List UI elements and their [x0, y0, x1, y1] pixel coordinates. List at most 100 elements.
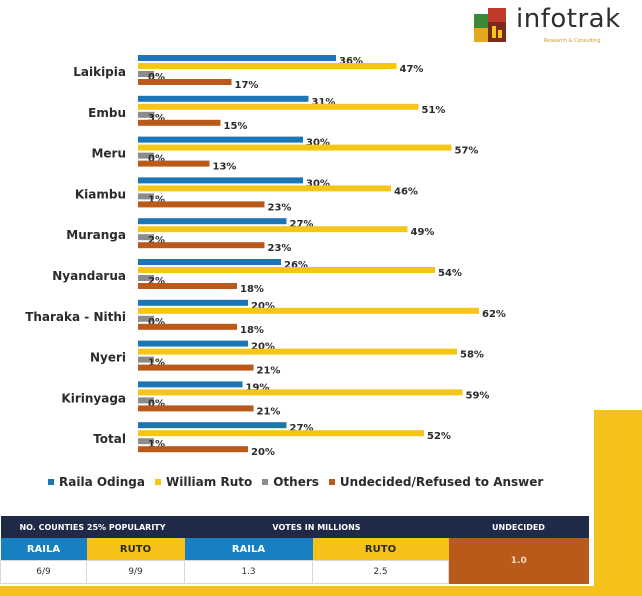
bar-others-nyandarua [138, 275, 154, 281]
value-label-undecided-refused-to-answer-nyandarua: 18% [240, 284, 264, 295]
bar-william-ruto-meru [138, 144, 452, 151]
bar-undecided-refused-to-answer-total [138, 446, 248, 453]
bar-others-laikipia [138, 71, 154, 77]
legend-label-undecided-refused-to-answer: Undecided/Refused to Answer [339, 475, 544, 489]
value-label-others-nyeri: 1% [148, 358, 165, 369]
bar-undecided-refused-to-answer-meru [138, 160, 210, 167]
value-label-raila-odinga-meru: 30% [306, 138, 330, 149]
value-label-william-ruto-kiambu: 46% [394, 186, 418, 197]
value-label-william-ruto-nyandarua: 54% [438, 268, 462, 279]
bar-raila-odinga-embu [138, 95, 309, 102]
bar-others-nyeri [138, 356, 154, 363]
category-label-kiambu: Kiambu [75, 187, 126, 201]
category-label-tharaka-nithi: Tharaka - Nithi [25, 310, 126, 324]
value-label-undecided-refused-to-answer-kirinyaga: 21% [257, 406, 281, 417]
value-label-raila-odinga-nyandarua: 26% [284, 260, 308, 271]
legend-item-others: Others [262, 475, 319, 489]
value-label-raila-odinga-laikipia: 36% [339, 56, 363, 67]
value-label-william-ruto-tharaka-nithi: 62% [482, 309, 506, 320]
value-label-william-ruto-nyeri: 58% [460, 350, 484, 361]
logo-tagline: Research & Consulting [544, 38, 601, 44]
bar-william-ruto-embu [138, 103, 419, 110]
legend-label-raila-odinga: Raila Odinga [59, 475, 145, 489]
legend-label-others: Others [273, 475, 319, 489]
infotrak-logo: infotrak Research & Consulting [472, 4, 632, 48]
bar-others-kirinyaga [138, 397, 154, 404]
bar-undecided-refused-to-answer-nyandarua [138, 283, 237, 289]
value-label-raila-odinga-muranga: 27% [290, 219, 314, 230]
category-label-kirinyaga: Kirinyaga [61, 391, 126, 405]
value-label-raila-odinga-nyeri: 20% [251, 342, 275, 353]
bar-raila-odinga-tharaka-nithi [138, 299, 248, 306]
bar-others-meru [138, 152, 154, 159]
votes-header: VOTES IN MILLIONS [184, 516, 449, 538]
bar-others-muranga [138, 234, 154, 241]
ruto-votes-value: 2.5 [312, 560, 449, 584]
decorative-bottom-strip [0, 586, 594, 596]
bar-william-ruto-tharaka-nithi [138, 307, 479, 314]
raila-counties-value: 6/9 [0, 560, 87, 584]
bar-undecided-refused-to-answer-muranga [138, 242, 265, 249]
bar-others-tharaka-nithi [138, 315, 154, 322]
bar-william-ruto-nyandarua [138, 267, 435, 273]
legend-swatch-raila-odinga [48, 479, 54, 485]
value-label-william-ruto-laikipia: 47% [400, 64, 424, 75]
value-label-william-ruto-kirinyaga: 59% [466, 390, 490, 401]
value-label-others-meru: 0% [148, 154, 165, 165]
legend-item-raila-odinga: Raila Odinga [48, 475, 145, 489]
raila-votes-subheader: RAILA [184, 538, 313, 561]
bar-william-ruto-nyeri [138, 348, 457, 355]
raila-votes-value: 1.3 [184, 560, 313, 584]
value-label-raila-odinga-tharaka-nithi: 20% [251, 301, 275, 312]
bar-undecided-refused-to-answer-tharaka-nithi [138, 323, 237, 330]
bar-raila-odinga-kiambu [138, 177, 303, 184]
undecided-header: UNDECIDED [448, 516, 589, 538]
bar-william-ruto-laikipia [138, 63, 397, 69]
value-label-undecided-refused-to-answer-meru: 13% [213, 162, 237, 173]
value-label-raila-odinga-total: 27% [290, 423, 314, 434]
value-label-others-tharaka-nithi: 0% [148, 317, 165, 328]
category-label-total: Total [93, 432, 126, 446]
value-label-undecided-refused-to-answer-total: 20% [251, 447, 275, 458]
bar-others-kiambu [138, 193, 154, 200]
ruto-votes-subheader: RUTO [312, 538, 449, 561]
value-label-undecided-refused-to-answer-embu: 15% [224, 121, 248, 132]
value-label-undecided-refused-to-answer-muranga: 23% [268, 243, 292, 254]
legend-swatch-undecided-refused-to-answer [328, 479, 335, 485]
bar-william-ruto-total [138, 430, 424, 437]
bar-raila-odinga-nyeri [138, 340, 248, 347]
county-vote-chart: Laikipia 36% 47% 0% 17% Embu 31% 51% 3% 15% Meru 30… [25, 55, 506, 458]
bar-william-ruto-muranga [138, 226, 408, 233]
value-label-others-laikipia: 0% [148, 72, 165, 83]
value-label-william-ruto-meru: 57% [455, 146, 479, 157]
category-label-nyeri: Nyeri [90, 351, 126, 365]
value-label-others-muranga: 2% [148, 235, 165, 246]
value-label-others-kirinyaga: 0% [148, 398, 165, 409]
legend-item-undecided-refused-to-answer: Undecided/Refused to Answer [328, 475, 544, 489]
decorative-yellow-panel [594, 410, 642, 596]
undecided-value: 1.0 [448, 538, 589, 584]
bar-william-ruto-kiambu [138, 185, 391, 192]
ruto-counties-value: 9/9 [86, 560, 185, 584]
category-label-embu: Embu [88, 106, 126, 120]
bar-undecided-refused-to-answer-laikipia [138, 79, 232, 85]
bar-others-embu [138, 111, 155, 118]
logo-wordmark: infotrak [516, 4, 621, 34]
infotrak-logo-icon [474, 8, 506, 42]
value-label-undecided-refused-to-answer-nyeri: 21% [257, 366, 281, 377]
category-label-laikipia: Laikipia [73, 65, 126, 79]
value-label-william-ruto-muranga: 49% [411, 227, 435, 238]
bar-undecided-refused-to-answer-nyeri [138, 364, 254, 371]
raila-counties-subheader: RAILA [0, 538, 87, 561]
value-label-undecided-refused-to-answer-kiambu: 23% [268, 202, 292, 213]
bar-raila-odinga-kirinyaga [138, 381, 243, 388]
counties-header: NO. COUNTIES 25% POPULARITY [0, 516, 185, 538]
value-label-others-kiambu: 1% [148, 194, 165, 205]
value-label-raila-odinga-kiambu: 30% [306, 178, 330, 189]
bar-raila-odinga-total [138, 422, 287, 429]
bar-raila-odinga-muranga [138, 218, 287, 225]
value-label-raila-odinga-kirinyaga: 19% [246, 382, 270, 393]
legend-swatch-others [262, 479, 269, 485]
ruto-counties-subheader: RUTO [86, 538, 185, 561]
value-label-william-ruto-embu: 51% [422, 105, 446, 116]
